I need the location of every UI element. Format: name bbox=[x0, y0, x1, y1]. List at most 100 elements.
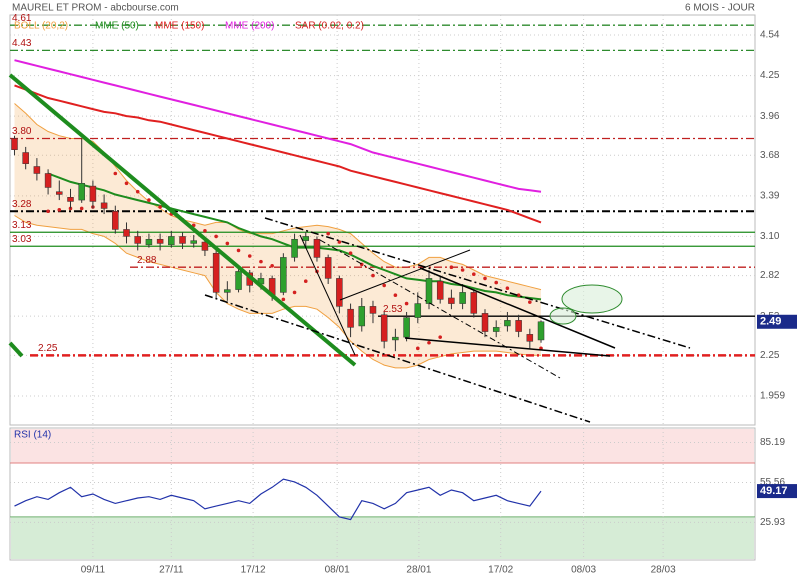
sar-dot bbox=[438, 335, 442, 339]
candle-body bbox=[436, 280, 444, 300]
candle-body bbox=[134, 236, 141, 244]
candle-body bbox=[89, 185, 97, 202]
price-panel bbox=[9, 14, 756, 426]
candle-body bbox=[156, 238, 164, 244]
candle-body bbox=[492, 327, 500, 332]
candle-body bbox=[280, 257, 287, 293]
chart-subtitle: 6 MOIS - JOUR bbox=[685, 3, 755, 14]
candle-body bbox=[347, 308, 354, 328]
trend-line bbox=[339, 249, 471, 301]
sar-dot bbox=[528, 300, 532, 304]
sar-dot bbox=[303, 279, 308, 283]
y-tick-label: 4.25 bbox=[760, 70, 780, 81]
band-line bbox=[14, 215, 541, 369]
sar-dot bbox=[494, 280, 499, 285]
candle-body bbox=[526, 334, 534, 342]
candle-body bbox=[11, 138, 18, 150]
last-rsi: 49.17 bbox=[760, 485, 788, 497]
candle-body bbox=[537, 321, 545, 341]
y-tick-label: 3.10 bbox=[760, 231, 780, 242]
sar-dot bbox=[326, 231, 330, 236]
candle-body bbox=[380, 314, 388, 342]
candle-body bbox=[291, 238, 298, 258]
sar-dot bbox=[113, 171, 118, 176]
sar-dot bbox=[135, 189, 140, 194]
sar-dot bbox=[393, 293, 398, 297]
sar-dot bbox=[259, 259, 263, 264]
candle-body bbox=[369, 306, 377, 314]
trend-line bbox=[319, 239, 561, 379]
candle-body bbox=[100, 202, 108, 209]
level-label: 4.43 bbox=[12, 38, 32, 49]
y-tick-label: 2.82 bbox=[760, 270, 780, 281]
x-tick-label: 08/01 bbox=[325, 565, 350, 576]
ma-line bbox=[14, 84, 542, 224]
y-tick-label: 1.959 bbox=[760, 391, 785, 402]
sar-dot bbox=[236, 248, 241, 253]
trend-line bbox=[419, 267, 616, 349]
sar-dot bbox=[505, 286, 510, 290]
chart-title: MAUREL ET PROM - abcbourse.com bbox=[12, 3, 179, 14]
sar-dot bbox=[124, 181, 129, 186]
level-label: 3.03 bbox=[12, 234, 32, 245]
candle-body bbox=[414, 303, 422, 318]
sar-dot bbox=[247, 254, 252, 258]
sar-dot bbox=[382, 283, 386, 288]
candle-body bbox=[302, 236, 310, 241]
sar-dot bbox=[158, 205, 162, 209]
y-tick-label: 3.96 bbox=[760, 111, 780, 122]
sar-dot bbox=[46, 209, 50, 214]
level-label: 3.80 bbox=[12, 126, 32, 137]
candle-body bbox=[470, 292, 478, 314]
candle-body bbox=[336, 278, 343, 307]
y-tick-label: 2.25 bbox=[760, 350, 780, 361]
legend-entry: MME (50) bbox=[95, 21, 139, 32]
candle-body bbox=[515, 320, 522, 332]
sar-dot bbox=[404, 301, 409, 306]
sar-dot bbox=[270, 264, 274, 268]
candle-body bbox=[425, 278, 433, 304]
sar-dot bbox=[460, 268, 465, 272]
level-label: 3.13 bbox=[12, 220, 32, 231]
sar-dot bbox=[225, 241, 230, 246]
oversold-zone bbox=[11, 516, 754, 559]
sar-dot bbox=[516, 293, 521, 297]
level-label: 3.28 bbox=[12, 199, 32, 210]
candle-body bbox=[78, 183, 85, 201]
legend-entry: MME (200) bbox=[225, 21, 274, 32]
candle-body bbox=[313, 238, 321, 258]
trend-line bbox=[8, 73, 357, 367]
y-tick-label: 3.39 bbox=[760, 191, 780, 202]
sar-dot bbox=[483, 276, 487, 281]
sar-dot bbox=[348, 251, 353, 256]
x-tick-label: 28/03 bbox=[651, 565, 676, 576]
sar-dot bbox=[415, 346, 420, 351]
candle-body bbox=[56, 191, 63, 195]
rsi-title: RSI (14) bbox=[14, 430, 51, 441]
candle-body bbox=[179, 236, 186, 244]
candle-body bbox=[201, 241, 209, 251]
x-tick-label: 27/11 bbox=[159, 565, 184, 576]
sar-dot bbox=[57, 208, 62, 212]
sar-dot bbox=[449, 265, 454, 270]
last-price-box bbox=[757, 314, 797, 329]
candle-body bbox=[123, 229, 130, 237]
candle-body bbox=[22, 152, 29, 164]
sar-dot bbox=[79, 206, 84, 211]
x-tick-label: 28/01 bbox=[406, 565, 431, 576]
candle-body bbox=[145, 238, 153, 246]
sar-dot bbox=[337, 240, 342, 244]
channel-line bbox=[264, 217, 691, 349]
y-tick-label: 3.68 bbox=[760, 150, 780, 161]
x-tick-label: 17/02 bbox=[488, 565, 513, 576]
candle-body bbox=[67, 197, 74, 202]
y-tick-label: 4.54 bbox=[760, 30, 780, 41]
candle-body bbox=[504, 320, 511, 327]
level-label: 2.25 bbox=[38, 343, 58, 354]
legend-entry: SAR (0.02, 0.2) bbox=[295, 21, 364, 32]
candle-body bbox=[44, 173, 52, 188]
level-label: 2.53 bbox=[383, 304, 403, 315]
sar-dot bbox=[472, 272, 476, 277]
candle-body bbox=[403, 317, 410, 338]
